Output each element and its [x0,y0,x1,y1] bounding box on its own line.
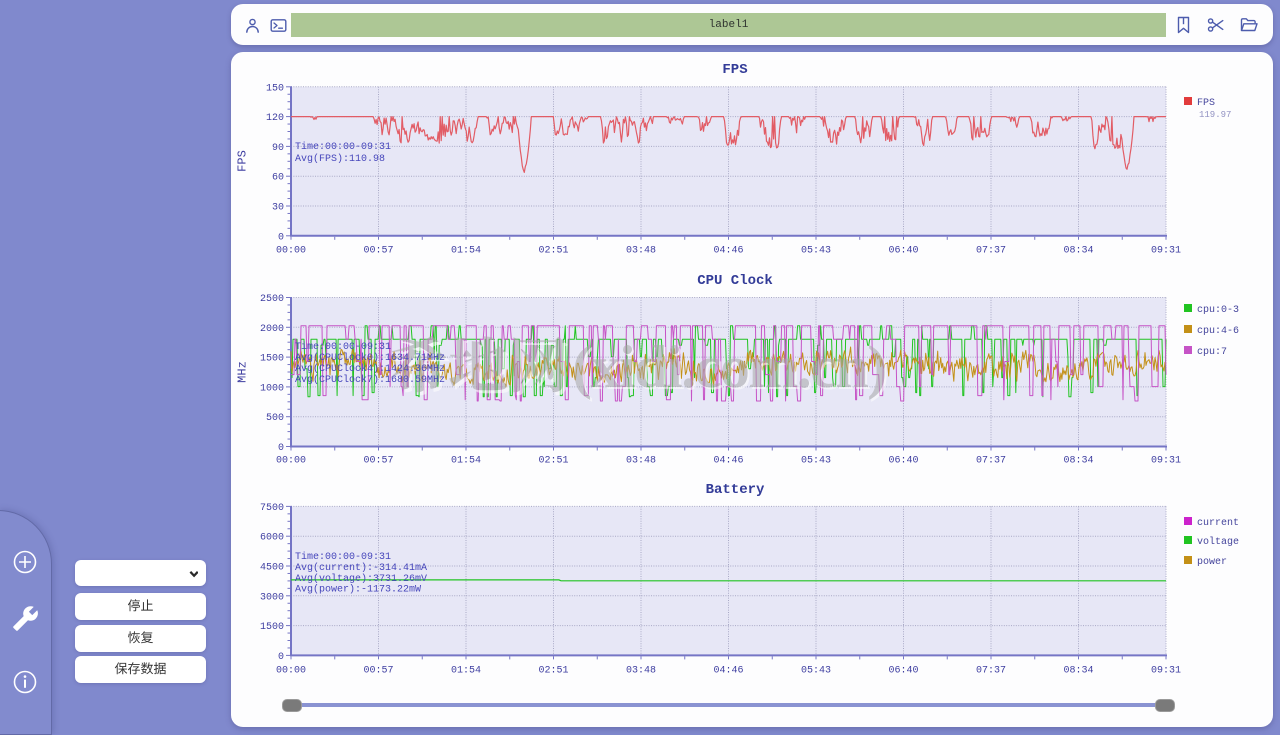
svg-text:02:51: 02:51 [538,245,568,256]
svg-text:00:00: 00:00 [276,245,306,256]
svg-text:500: 500 [266,413,284,424]
svg-text:08:34: 08:34 [1063,245,1093,256]
svg-text:FPS: FPS [236,150,250,172]
svg-text:(xidi.com.cn): (xidi.com.cn) [572,334,886,400]
svg-text:Time:00:00-09:31: Time:00:00-09:31 [295,341,391,353]
svg-text:voltage: voltage [1197,536,1239,548]
svg-text:150: 150 [266,83,284,94]
svg-text:current: current [1197,518,1239,529]
svg-text:90: 90 [272,143,284,154]
svg-text:08:34: 08:34 [1063,455,1093,466]
svg-text:4500: 4500 [260,563,284,574]
svg-text:00:57: 00:57 [363,665,393,676]
svg-text:Avg(CPUClock0):1634.71MHz: Avg(CPUClock0):1634.71MHz [295,352,445,364]
svg-text:Avg(voltage):3731.26mV: Avg(voltage):3731.26mV [295,573,427,585]
svg-text:0: 0 [278,443,284,454]
svg-text:Time:00:00-09:31: Time:00:00-09:31 [295,141,391,153]
svg-text:2500: 2500 [260,294,284,305]
svg-text:1500: 1500 [260,622,284,633]
svg-text:08:34: 08:34 [1063,665,1093,676]
svg-text:05:43: 05:43 [801,245,831,256]
svg-text:09:31: 09:31 [1151,245,1181,256]
svg-text:03:48: 03:48 [626,455,656,466]
svg-text:cpu:0-3: cpu:0-3 [1197,305,1239,316]
svg-text:60: 60 [272,173,284,184]
svg-text:05:43: 05:43 [801,665,831,676]
svg-text:Avg(FPS):110.98: Avg(FPS):110.98 [295,153,385,165]
svg-text:0: 0 [278,652,284,663]
svg-text:119.97: 119.97 [1199,110,1231,120]
svg-text:06:40: 06:40 [888,665,918,676]
svg-text:01:54: 01:54 [451,455,481,466]
svg-text:04:46: 04:46 [713,665,743,676]
svg-text:Avg(CPUClock7):1680.59MHz: Avg(CPUClock7):1680.59MHz [295,374,445,386]
svg-text:Avg(power):-1173.22mW: Avg(power):-1173.22mW [295,584,421,596]
svg-text:1000: 1000 [260,383,284,394]
svg-text:FPS: FPS [722,62,747,78]
svg-text:MHz: MHz [236,361,250,383]
svg-text:09:31: 09:31 [1151,455,1181,466]
svg-text:CPU Clock: CPU Clock [697,273,773,289]
svg-text:01:54: 01:54 [451,245,481,256]
svg-text:02:51: 02:51 [538,455,568,466]
svg-text:07:37: 07:37 [976,245,1006,256]
svg-text:03:48: 03:48 [626,245,656,256]
svg-text:06:40: 06:40 [888,455,918,466]
svg-text:cpu:7: cpu:7 [1197,347,1227,358]
svg-text:01:54: 01:54 [451,665,481,676]
svg-text:00:57: 00:57 [363,245,393,256]
svg-text:09:31: 09:31 [1151,665,1181,676]
svg-text:00:00: 00:00 [276,665,306,676]
svg-text:FPS: FPS [1197,98,1215,109]
svg-text:03:48: 03:48 [626,665,656,676]
svg-text:Avg(CPUClock4):1424.36MHz: Avg(CPUClock4):1424.36MHz [295,363,445,375]
svg-text:07:37: 07:37 [976,665,1006,676]
svg-text:7500: 7500 [260,503,284,514]
svg-text:(xidi.com.cn): (xidi.com.cn) [574,336,888,402]
svg-text:0: 0 [278,232,284,243]
svg-text:07:37: 07:37 [976,455,1006,466]
svg-text:06:40: 06:40 [888,245,918,256]
svg-text:power: power [1197,557,1227,568]
svg-text:1500: 1500 [260,354,284,365]
svg-text:Time:00:00-09:31: Time:00:00-09:31 [295,551,391,563]
svg-text:00:00: 00:00 [276,455,306,466]
svg-text:3000: 3000 [260,592,284,603]
svg-text:120: 120 [266,113,284,124]
svg-text:05:43: 05:43 [801,455,831,466]
svg-text:00:57: 00:57 [363,455,393,466]
svg-text:04:46: 04:46 [713,245,743,256]
svg-text:cpu:4-6: cpu:4-6 [1197,326,1239,337]
svg-text:Avg(current):-314.41mA: Avg(current):-314.41mA [295,562,427,574]
svg-text:02:51: 02:51 [538,665,568,676]
svg-text:2000: 2000 [260,324,284,335]
svg-text:30: 30 [272,203,284,214]
svg-text:6000: 6000 [260,533,284,544]
svg-text:Battery: Battery [706,482,765,498]
svg-text:04:46: 04:46 [713,455,743,466]
